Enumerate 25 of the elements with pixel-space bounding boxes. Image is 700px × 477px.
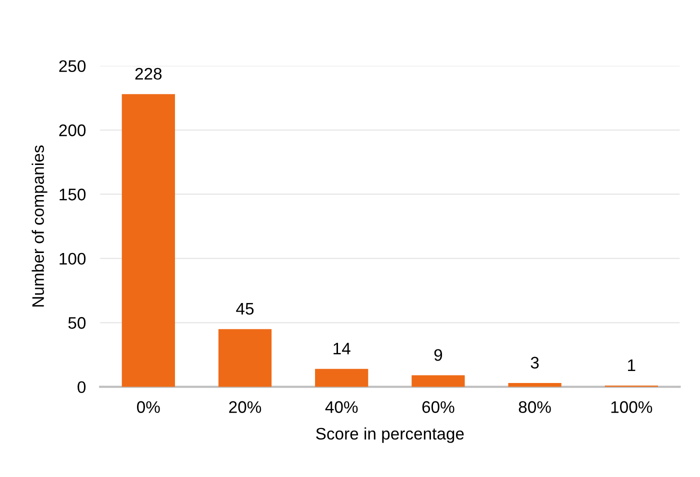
bar	[412, 375, 465, 387]
y-tick-label: 100	[60, 252, 86, 265]
data-label: 14	[334, 342, 350, 354]
x-tick-label: 80%	[518, 401, 551, 413]
data-label: 228	[135, 68, 162, 80]
bar	[315, 368, 368, 387]
y-tick-label: 150	[60, 188, 86, 200]
x-tick-label: 20%	[229, 401, 262, 413]
bar	[508, 382, 562, 387]
bar	[122, 94, 175, 387]
y-tick-label: 50	[68, 317, 86, 329]
bar	[218, 329, 272, 387]
data-label: 3	[530, 356, 539, 369]
x-tick-label: 60%	[422, 401, 454, 413]
y-axis-title: Number of companies	[32, 145, 48, 306]
y-tick-label: 250	[59, 60, 86, 72]
data-label: 45	[236, 303, 254, 315]
data-label: 1	[628, 360, 636, 371]
data-label: 9	[434, 349, 442, 361]
x-tick-label: 100%	[611, 401, 652, 413]
y-tick-label: 200	[59, 124, 86, 136]
x-tick-label: 40%	[325, 401, 358, 413]
x-axis-title: Score in percentage	[316, 427, 464, 443]
x-tick-label: 0%	[137, 401, 160, 413]
y-tick-label: 0	[78, 381, 86, 394]
